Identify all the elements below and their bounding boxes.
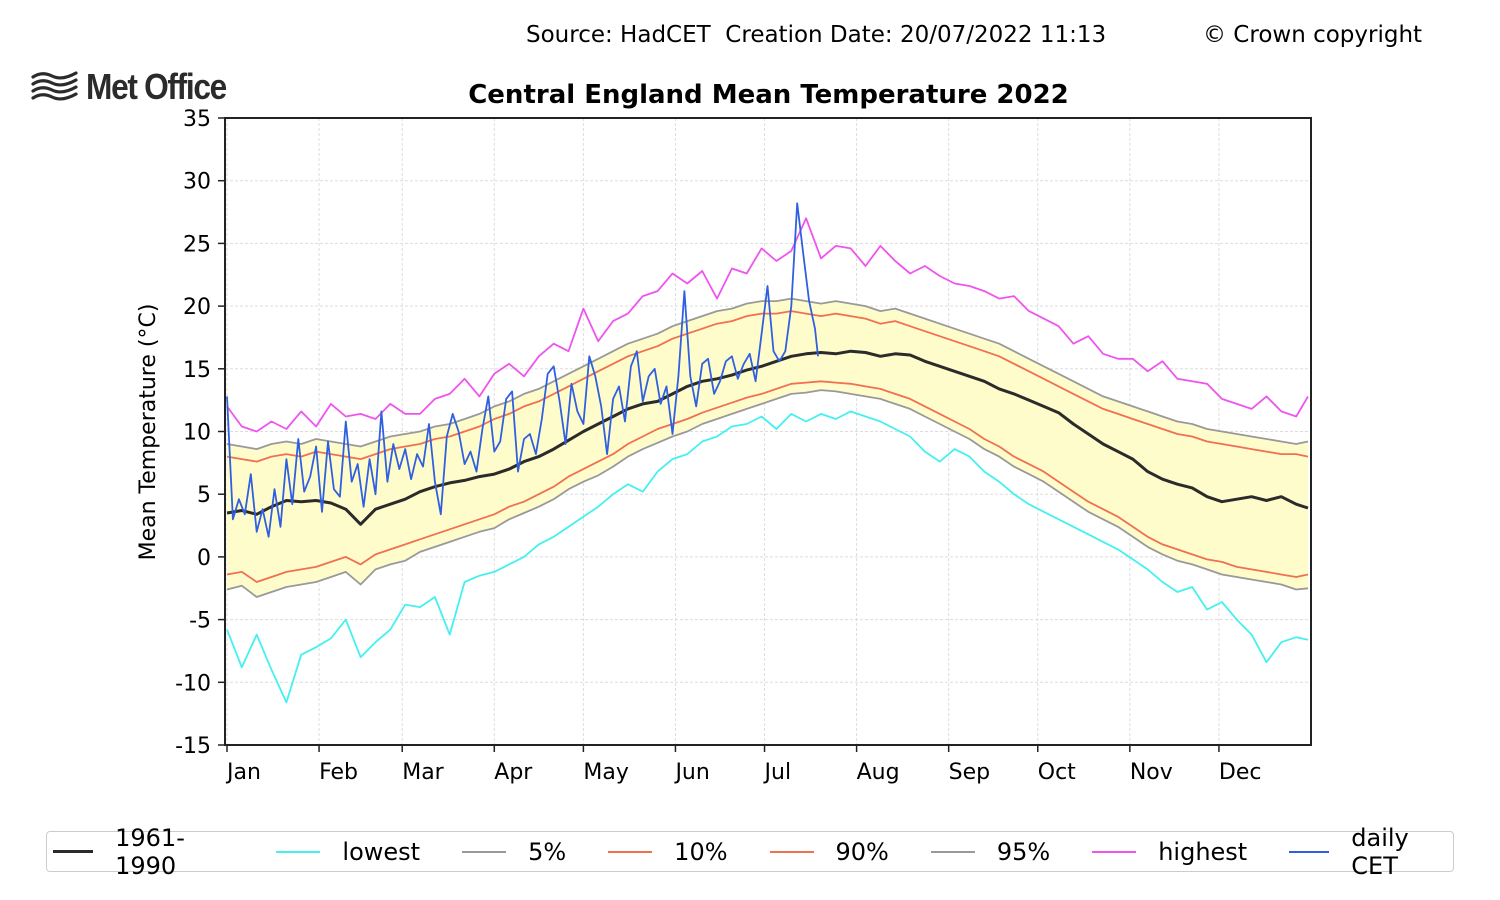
series-lines	[226, 202, 1309, 704]
legend-label: lowest	[342, 837, 421, 866]
legend-label: 10%	[674, 837, 728, 866]
y-axis: 35 30 25 20 15 10 5 0 -5 -10 -15	[175, 107, 225, 759]
legend-item: highest	[1092, 838, 1247, 866]
y-tick-label: 35	[183, 107, 211, 132]
chart-title: Central England Mean Temperature 2022	[468, 80, 1069, 110]
legend-label: 1961-1990	[115, 823, 185, 880]
legend-swatch	[608, 850, 653, 853]
x-tick-label: Dec	[1219, 760, 1262, 785]
percentile-band	[227, 298, 1309, 598]
y-tick-label: -5	[189, 609, 211, 634]
series-daily-cet	[226, 202, 819, 538]
series-5-	[226, 389, 1309, 598]
y-tick-label: 10	[183, 421, 211, 446]
x-tick-label: Apr	[494, 760, 533, 785]
logo-text: Met Office	[86, 66, 227, 107]
legend-item: daily CET	[1289, 824, 1453, 880]
x-tick-label: Jun	[673, 760, 709, 785]
y-tick-label: 5	[197, 483, 211, 508]
y-axis-label: Mean Temperature (°C)	[136, 304, 161, 561]
legend-label: 90%	[835, 837, 889, 866]
x-tick-label: Oct	[1038, 760, 1076, 785]
legend-item: 95%	[930, 837, 1051, 866]
x-tick-label: Nov	[1130, 760, 1173, 785]
legend-swatch	[462, 850, 507, 853]
y-tick-label: 0	[197, 546, 211, 571]
y-tick-label: -10	[175, 671, 211, 696]
band-5-95	[227, 298, 1309, 598]
x-axis: Jan Feb Mar Apr May Jun Jul Aug Sep Oct Nov Dec	[225, 745, 1262, 785]
x-tick-label: Sep	[949, 760, 990, 785]
x-tick-label: Jul	[763, 760, 792, 785]
legend-swatch	[930, 850, 975, 853]
legend-label: 95%	[996, 837, 1051, 866]
series-10-	[226, 380, 1309, 583]
series-1961-1990	[226, 349, 1309, 526]
x-tick-label: Mar	[402, 760, 444, 785]
legend-label: 5%	[528, 837, 567, 866]
legend-swatch	[769, 850, 814, 853]
legend-item: 1961-1990	[53, 824, 234, 880]
y-tick-label: -15	[175, 734, 211, 759]
legend-label: daily CET	[1351, 823, 1409, 880]
legend-swatch	[276, 850, 321, 853]
y-tick-label: 25	[183, 232, 211, 257]
legend-item: 10%	[608, 837, 728, 866]
x-tick-label: May	[583, 760, 628, 785]
source-creation-info: Source: HadCET Creation Date: 20/07/2022…	[526, 22, 1107, 48]
copyright-notice: © Crown copyright	[1203, 22, 1423, 48]
legend-swatch	[1289, 850, 1330, 853]
y-tick-label: 30	[183, 170, 211, 195]
wave-lines-icon	[31, 71, 78, 101]
legend-swatch	[53, 850, 94, 853]
legend-item: lowest	[276, 838, 420, 866]
legend-label: highest	[1158, 837, 1248, 866]
met-office-logo: Met Office	[30, 66, 245, 108]
legend-swatch	[1092, 850, 1137, 853]
series-lowest	[226, 410, 1309, 704]
x-tick-label: Feb	[319, 760, 358, 785]
x-tick-label: Jan	[225, 760, 261, 785]
legend: 1961-1990 lowest 5% 10% 90% 95% highest daily C…	[46, 824, 1454, 880]
y-tick-label: 15	[183, 358, 211, 383]
legend-item: 5%	[462, 838, 566, 866]
x-tick-label: Aug	[857, 760, 900, 785]
legend-item: 90%	[769, 837, 889, 866]
series-90-	[226, 310, 1309, 463]
series-highest	[226, 217, 1309, 433]
y-tick-label: 20	[183, 295, 211, 320]
